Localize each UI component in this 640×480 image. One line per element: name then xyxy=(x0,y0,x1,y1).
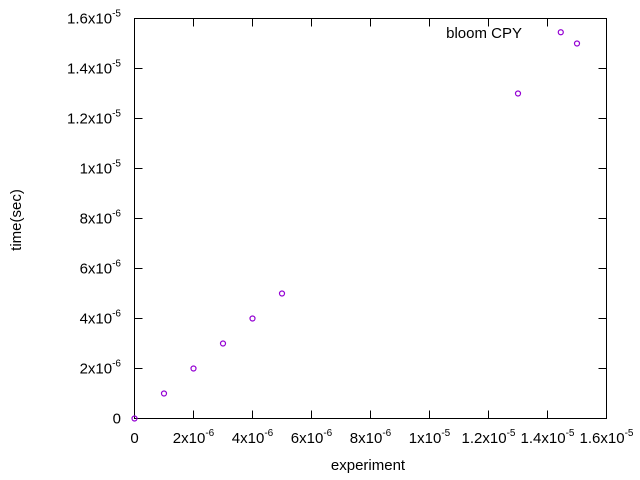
data-point xyxy=(278,290,286,297)
data-point xyxy=(573,40,581,47)
data-point xyxy=(557,29,564,36)
x-tick-labels: 0 2x10-6 4x10-6 6x10-6 8x10-6 1x10-5 1.2x10-5 1… xyxy=(130,428,634,447)
y-axis-label: time(sec) xyxy=(8,189,25,251)
axis-ticks xyxy=(134,18,607,419)
data-point xyxy=(219,340,227,347)
plot-area-frame xyxy=(134,18,607,419)
data-point xyxy=(514,90,522,97)
data-point xyxy=(190,365,197,372)
legend-label-bloom-cpy: bloom CPY xyxy=(446,25,522,42)
x-tick-label: 1.2x10-5 xyxy=(462,428,516,447)
data-point xyxy=(160,390,168,397)
x-tick-label: 1.4x10-5 xyxy=(521,428,575,447)
x-axis-label: experiment xyxy=(331,457,406,474)
y-tick-label: 8x10-6 xyxy=(80,209,122,228)
y-tick-labels: 0 2x10-6 4x10-6 6x10-6 8x10-6 1x10-5 1.2x10-5 1… xyxy=(67,9,121,428)
x-tick-label: 4x10-6 xyxy=(232,428,274,447)
y-tick-label: 4x10-6 xyxy=(80,309,122,328)
y-tick-label: 1.2x10-5 xyxy=(67,109,121,128)
data-points xyxy=(131,29,581,422)
x-tick-label: 1.6x10-5 xyxy=(580,428,634,447)
y-tick-label: 1.6x10-5 xyxy=(67,9,121,28)
x-tick-label: 6x10-6 xyxy=(291,428,333,447)
x-tick-label: 8x10-6 xyxy=(350,428,392,447)
data-point xyxy=(131,415,138,422)
y-tick-label: 2x10-6 xyxy=(80,359,122,378)
y-tick-label: 1.4x10-5 xyxy=(67,59,121,78)
x-tick-label: 1x10-5 xyxy=(409,428,451,447)
y-tick-label: 0 xyxy=(113,411,121,428)
data-point xyxy=(249,315,256,322)
legend: bloom CPY xyxy=(446,25,522,42)
y-tick-label: 6x10-6 xyxy=(80,259,122,278)
x-tick-label: 0 xyxy=(130,430,138,447)
y-tick-label: 1x10-5 xyxy=(80,159,122,178)
x-tick-label: 2x10-6 xyxy=(173,428,215,447)
